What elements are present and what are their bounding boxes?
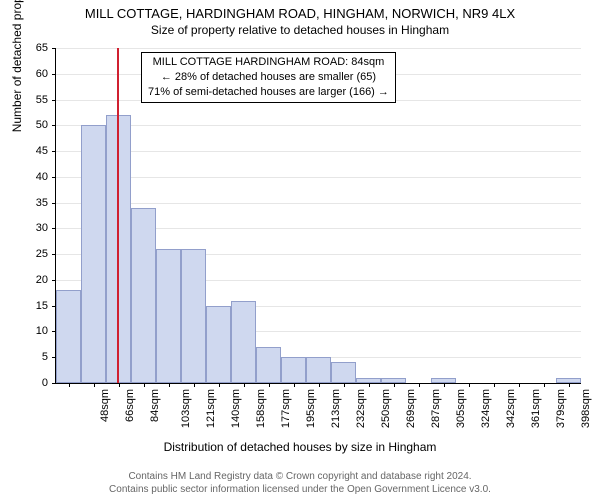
x-tick [469,383,470,387]
x-tick [319,383,320,387]
gridline [56,151,581,152]
histogram-bar [156,249,181,383]
y-tick [52,125,56,126]
y-tick [52,177,56,178]
x-tick-label: 342sqm [505,389,517,428]
x-tick-label: 177sqm [280,389,292,428]
y-tick [52,100,56,101]
chart-title: MILL COTTAGE, HARDINGHAM ROAD, HINGHAM, … [0,0,600,21]
histogram-bar [331,362,356,383]
x-tick [394,383,395,387]
x-tick-label: 250sqm [380,389,392,428]
x-tick [244,383,245,387]
x-tick-label: 103sqm [180,389,192,428]
x-tick-label: 48sqm [99,389,111,422]
chart-container: MILL COTTAGE, HARDINGHAM ROAD, HINGHAM, … [0,0,600,500]
x-tick [494,383,495,387]
y-tick-label: 0 [18,377,48,389]
x-tick [569,383,570,387]
annotation-box: MILL COTTAGE HARDINGHAM ROAD: 84sqm ← 28… [141,52,396,103]
x-tick-label: 379sqm [555,389,567,428]
histogram-bar [81,125,106,383]
chart-subtitle: Size of property relative to detached ho… [0,21,600,37]
y-tick-label: 50 [18,119,48,131]
annotation-line: 71% of semi-detached houses are larger (… [148,85,389,100]
histogram-bar [181,249,206,383]
y-tick-label: 30 [18,222,48,234]
x-tick [219,383,220,387]
histogram-bar [206,306,231,383]
histogram-bar [281,357,306,383]
histogram-bar [306,357,331,383]
x-tick [169,383,170,387]
y-tick [52,74,56,75]
y-axis-label: Number of detached properties [10,0,24,132]
x-axis-label: Distribution of detached houses by size … [0,440,600,454]
plot-area: 48sqm66sqm84sqm103sqm121sqm140sqm158sqm1… [55,48,581,384]
y-tick-label: 20 [18,274,48,286]
x-tick [419,383,420,387]
y-tick [52,254,56,255]
y-tick-label: 15 [18,300,48,312]
histogram-bar [131,208,156,383]
y-tick-label: 10 [18,325,48,337]
gridline [56,203,581,204]
y-tick [52,48,56,49]
y-tick-label: 60 [18,68,48,80]
footer-attribution: Contains HM Land Registry data © Crown c… [0,470,600,496]
x-tick-label: 232sqm [355,389,367,428]
y-tick-label: 35 [18,197,48,209]
x-tick [344,383,345,387]
x-tick-label: 305sqm [455,389,467,428]
x-tick [294,383,295,387]
footer-line: Contains HM Land Registry data © Crown c… [0,470,600,483]
x-tick [269,383,270,387]
x-tick [94,383,95,387]
y-tick-label: 45 [18,145,48,157]
y-tick [52,151,56,152]
x-tick-label: 158sqm [255,389,267,428]
x-tick-label: 398sqm [580,389,592,428]
x-tick [519,383,520,387]
gridline [56,125,581,126]
y-tick-label: 40 [18,171,48,183]
y-tick [52,203,56,204]
y-tick-label: 65 [18,42,48,54]
x-tick [144,383,145,387]
y-tick [52,228,56,229]
x-tick [369,383,370,387]
x-tick-label: 213sqm [330,389,342,428]
x-tick [194,383,195,387]
y-tick-label: 25 [18,248,48,260]
x-tick [69,383,70,387]
marker-line [117,48,119,383]
x-tick-label: 269sqm [405,389,417,428]
x-tick-label: 66sqm [124,389,136,422]
histogram-bar [256,347,281,383]
y-tick-label: 55 [18,94,48,106]
annotation-line: MILL COTTAGE HARDINGHAM ROAD: 84sqm [148,55,389,70]
x-tick [444,383,445,387]
footer-line: Contains public sector information licen… [0,483,600,496]
x-tick [119,383,120,387]
x-tick-label: 121sqm [205,389,217,428]
y-tick [52,383,56,384]
x-tick-label: 84sqm [149,389,161,422]
gridline [56,177,581,178]
annotation-line: ← 28% of detached houses are smaller (65… [148,70,389,85]
y-tick [52,280,56,281]
histogram-bar [56,290,81,383]
gridline [56,48,581,49]
x-tick-label: 195sqm [305,389,317,428]
x-tick-label: 140sqm [230,389,242,428]
histogram-bar [231,301,256,383]
x-tick-label: 324sqm [480,389,492,428]
x-tick [544,383,545,387]
y-tick-label: 5 [18,351,48,363]
x-tick-label: 287sqm [430,389,442,428]
x-tick-label: 361sqm [530,389,542,428]
